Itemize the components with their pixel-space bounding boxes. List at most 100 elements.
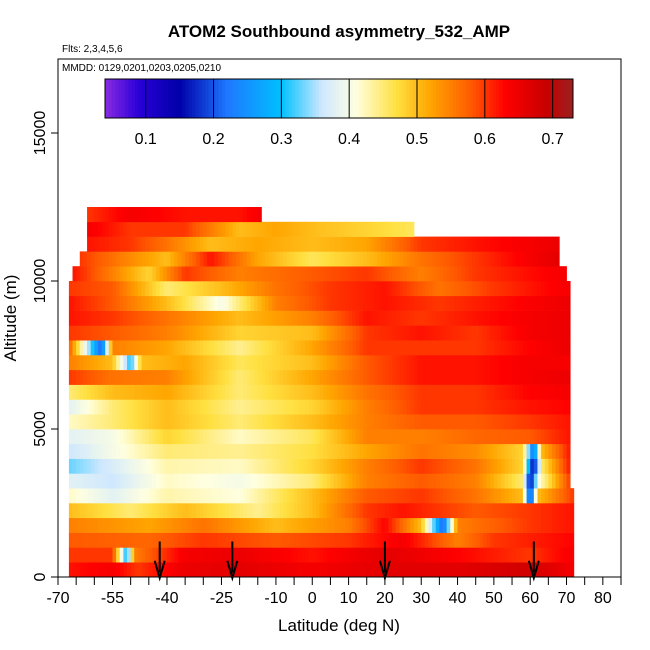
heatmap-cell [304, 443, 310, 459]
heatmap-cell [392, 532, 397, 548]
heatmap-cell [559, 458, 564, 474]
heatmap-cell [337, 429, 342, 445]
heatmap-cell [501, 414, 506, 430]
heatmap-cell [145, 251, 150, 267]
heatmap-cell [512, 399, 517, 415]
heatmap-cell [87, 547, 92, 563]
heatmap-cell [301, 310, 306, 326]
heatmap-cell [297, 384, 302, 400]
heatmap-cell [551, 532, 557, 548]
heatmap-cell [461, 266, 466, 282]
heatmap-cell [297, 266, 302, 282]
heatmap-cell [76, 266, 81, 282]
heatmap-cell [156, 517, 161, 533]
heatmap-cell [348, 399, 353, 415]
heatmap-cell [275, 458, 280, 474]
y-tick-label: 0 [32, 572, 49, 581]
heatmap-cell [424, 384, 429, 400]
heatmap-cell [490, 458, 495, 474]
heatmap-cell [203, 207, 208, 223]
heatmap-cell [384, 532, 389, 548]
heatmap-cell [348, 517, 353, 533]
heatmap-cell [493, 266, 498, 282]
heatmap-cell [355, 355, 360, 371]
heatmap-cell [482, 532, 487, 548]
heatmap-cell [359, 384, 364, 400]
heatmap-cell [130, 340, 135, 356]
heatmap-cell [275, 517, 280, 533]
heatmap-cell [348, 266, 353, 282]
heatmap-cell [130, 488, 135, 504]
heatmap-cell [315, 384, 320, 400]
heatmap-cell [235, 369, 241, 385]
heatmap-cell [137, 207, 142, 223]
heatmap-cell [432, 236, 437, 252]
heatmap-cell [145, 266, 150, 282]
heatmap-cell [217, 517, 222, 533]
heatmap-cell [199, 488, 204, 504]
heatmap-cell [337, 266, 342, 282]
heatmap-cell [101, 207, 106, 223]
heatmap-cell [243, 443, 248, 459]
heatmap-cell [566, 532, 571, 548]
heatmap-cell [370, 251, 375, 267]
heatmap-cell [268, 236, 273, 252]
heatmap-cell [210, 562, 215, 578]
heatmap-cell [235, 266, 241, 282]
heatmap-cell [101, 355, 106, 371]
heatmap-cell [428, 488, 433, 504]
heatmap-cell [432, 503, 437, 519]
heatmap-cell [119, 532, 124, 548]
heatmap-cell [283, 473, 288, 489]
colorbar-segment [252, 79, 256, 118]
heatmap-cell [203, 236, 208, 252]
heatmap-cell [395, 325, 400, 341]
heatmap-cell [464, 532, 469, 548]
heatmap-cell [453, 458, 458, 474]
heatmap-cell [395, 310, 400, 326]
heatmap-cell [457, 443, 462, 459]
heatmap-cell [257, 562, 262, 578]
heatmap-cell [479, 355, 484, 371]
heatmap-cell [403, 340, 408, 356]
heatmap-cell [508, 325, 513, 341]
heatmap-cell [555, 281, 560, 297]
heatmap-cell [388, 221, 393, 237]
heatmap-cell [366, 295, 371, 311]
heatmap-cell [443, 562, 448, 578]
heatmap-cell [272, 458, 277, 474]
heatmap-cell [170, 458, 175, 474]
heatmap-cell [166, 443, 171, 459]
heatmap-cell [374, 355, 379, 371]
heatmap-cell [417, 251, 422, 267]
heatmap-cell [145, 458, 150, 474]
heatmap-cell [482, 399, 487, 415]
heatmap-cell [225, 266, 230, 282]
heatmap-cell [486, 458, 491, 474]
heatmap-cell [435, 295, 440, 311]
heatmap-cell [94, 251, 99, 267]
heatmap-cell [156, 414, 161, 430]
heatmap-cell [141, 207, 146, 223]
heatmap-cell [174, 384, 179, 400]
colorbar-segment [225, 79, 230, 118]
heatmap-cell [156, 488, 161, 504]
heatmap-cell [410, 236, 415, 252]
heatmap-cell [275, 295, 280, 311]
heatmap-cell [399, 295, 404, 311]
heatmap-cell [566, 310, 571, 326]
heatmap-cell [551, 562, 557, 578]
heatmap-cell [377, 414, 382, 430]
heatmap-cell [272, 355, 277, 371]
heatmap-cell [137, 443, 142, 459]
heatmap-cell [377, 251, 382, 267]
heatmap-cell [112, 325, 117, 341]
heatmap-cell [268, 488, 273, 504]
heatmap-cell [279, 310, 284, 326]
heatmap-cell [428, 355, 433, 371]
heatmap-cell [199, 251, 204, 267]
heatmap-cell [435, 310, 440, 326]
heatmap-cell [297, 295, 302, 311]
heatmap-cell [174, 458, 179, 474]
heatmap-cell [101, 532, 106, 548]
